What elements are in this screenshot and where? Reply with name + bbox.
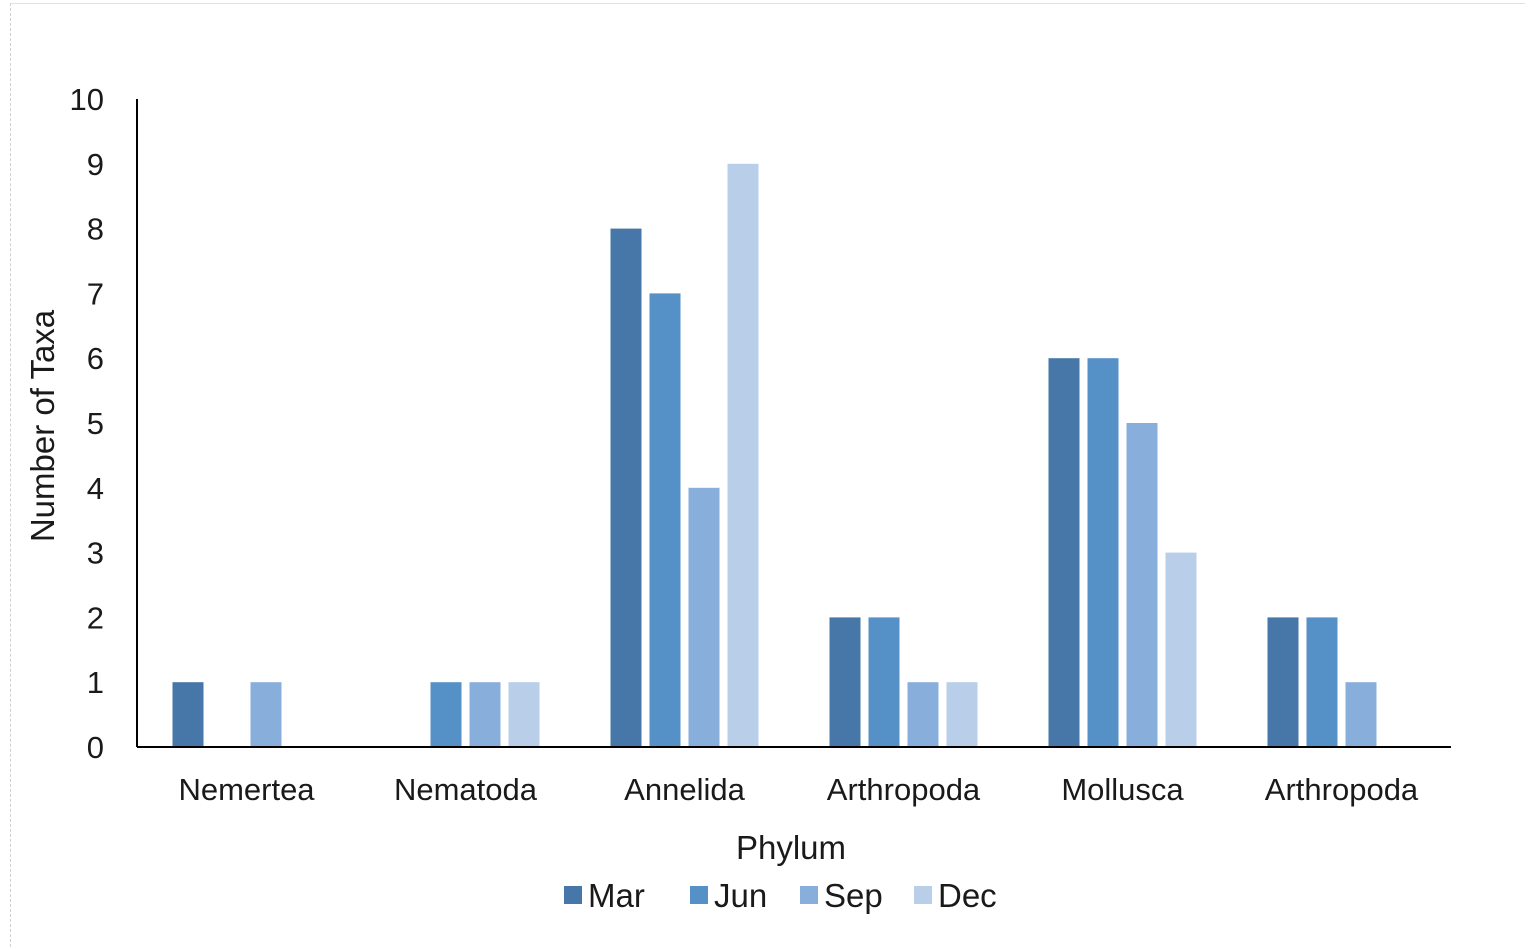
- x-tick-labels: Nemertea Nematoda Annelida Arthropoda Mollus…: [178, 772, 1418, 807]
- bar-mar-3: [829, 617, 861, 747]
- bar-mar-4: [1048, 358, 1080, 747]
- x-tick-label: Nemertea: [178, 772, 315, 807]
- y-tick-label: 1: [87, 665, 104, 700]
- y-tick-labels: 0 1 2 3 4 5 6 7 8 9 10: [70, 82, 104, 765]
- bar-sep-5: [1345, 682, 1377, 747]
- x-tick-label: Mollusca: [1061, 772, 1184, 807]
- x-tick-label: Annelida: [624, 772, 745, 807]
- bars-group: [172, 163, 1377, 748]
- x-axis-title: Phylum: [736, 829, 846, 866]
- bar-mar-0: [172, 682, 204, 747]
- bar-sep-4: [1126, 423, 1158, 747]
- y-tick-label: 7: [87, 276, 104, 311]
- bar-sep-3: [907, 682, 939, 747]
- bar-jun-5: [1306, 617, 1338, 747]
- y-tick-label: 0: [87, 730, 104, 765]
- bar-jun-2: [649, 293, 681, 747]
- bar-sep-0: [250, 682, 282, 747]
- y-axis-title: Number of Taxa: [24, 309, 61, 542]
- y-tick-label: 2: [87, 600, 104, 635]
- bar-dec-1: [508, 682, 540, 747]
- y-tick-label: 6: [87, 341, 104, 376]
- y-tick-label: 4: [87, 471, 104, 506]
- y-tick-label: 3: [87, 536, 104, 571]
- legend-label-jun: Jun: [714, 877, 767, 914]
- bar-sep-1: [469, 682, 501, 747]
- x-tick-label: Arthropoda: [1265, 772, 1419, 807]
- x-tick-label: Nematoda: [394, 772, 538, 807]
- legend-label-sep: Sep: [824, 877, 883, 914]
- x-tick-label: Arthropoda: [827, 772, 981, 807]
- legend-label-dec: Dec: [938, 877, 997, 914]
- bar-jun-4: [1087, 358, 1119, 747]
- legend-swatch-dec: [914, 886, 932, 904]
- bar-mar-2: [610, 228, 642, 748]
- y-tick-label: 8: [87, 212, 104, 247]
- y-tick-label: 5: [87, 406, 104, 441]
- y-tick-label: 10: [70, 82, 104, 117]
- bar-dec-2: [727, 163, 759, 748]
- legend-swatch-jun: [690, 886, 708, 904]
- chart-frame: [10, 3, 1525, 947]
- bar-jun-3: [868, 617, 900, 747]
- legend-swatch-sep: [800, 886, 818, 904]
- bar-jun-1: [430, 682, 462, 747]
- legend-label-mar: Mar: [588, 877, 645, 914]
- legend: Mar Jun Sep Dec: [564, 877, 997, 914]
- bar-dec-4: [1165, 552, 1197, 747]
- y-tick-label: 9: [87, 147, 104, 182]
- legend-swatch-mar: [564, 886, 582, 904]
- bar-mar-5: [1267, 617, 1299, 747]
- bar-sep-2: [688, 487, 720, 747]
- bar-dec-3: [946, 682, 978, 747]
